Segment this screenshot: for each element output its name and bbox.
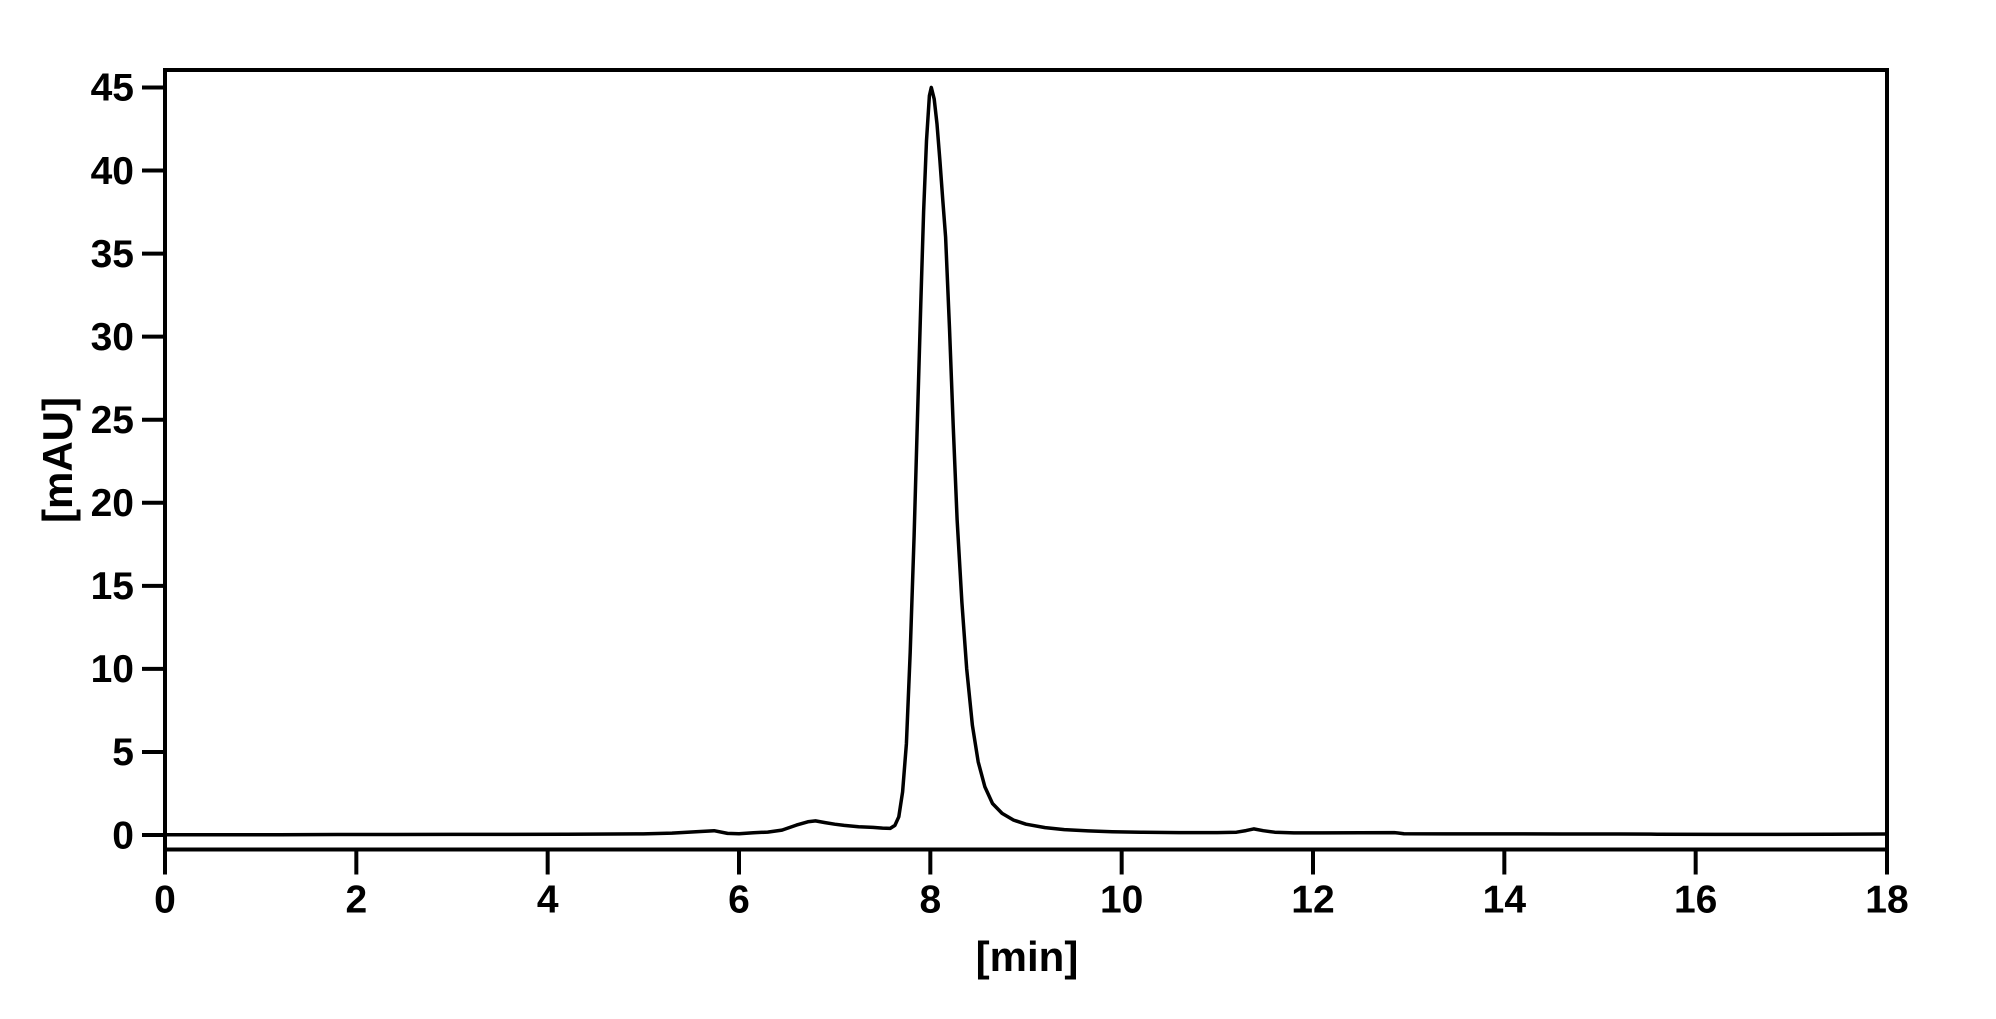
- y-tick-label: 5: [112, 731, 134, 774]
- y-tick-label: 25: [91, 399, 134, 442]
- y-tick-label: 10: [91, 648, 134, 691]
- x-tick-label: 4: [537, 879, 559, 922]
- plot-frame: [163, 68, 1889, 852]
- y-tick-label: 0: [112, 814, 134, 857]
- y-tick-label: 40: [91, 150, 134, 193]
- x-axis-title: [min]: [975, 933, 1079, 980]
- x-tick-label: 10: [1100, 879, 1143, 922]
- x-tick-label: 18: [1865, 879, 1908, 922]
- y-tick-label: 30: [91, 316, 134, 359]
- y-tick-label: 45: [91, 67, 134, 110]
- x-tick-label: 0: [154, 879, 176, 922]
- x-tick-label: 8: [919, 879, 941, 922]
- x-tick-label: 16: [1674, 879, 1717, 922]
- y-tick-label: 15: [91, 565, 134, 608]
- x-tick-label: 6: [728, 879, 750, 922]
- signal-trace: [163, 85, 1889, 837]
- x-tick-label: 2: [345, 879, 367, 922]
- x-tick-label: 12: [1291, 879, 1334, 922]
- x-tick-label: 14: [1483, 879, 1527, 922]
- y-tick-label: 35: [91, 233, 134, 276]
- y-axis-title: [mAU]: [34, 397, 81, 523]
- y-tick-label: 20: [91, 482, 134, 525]
